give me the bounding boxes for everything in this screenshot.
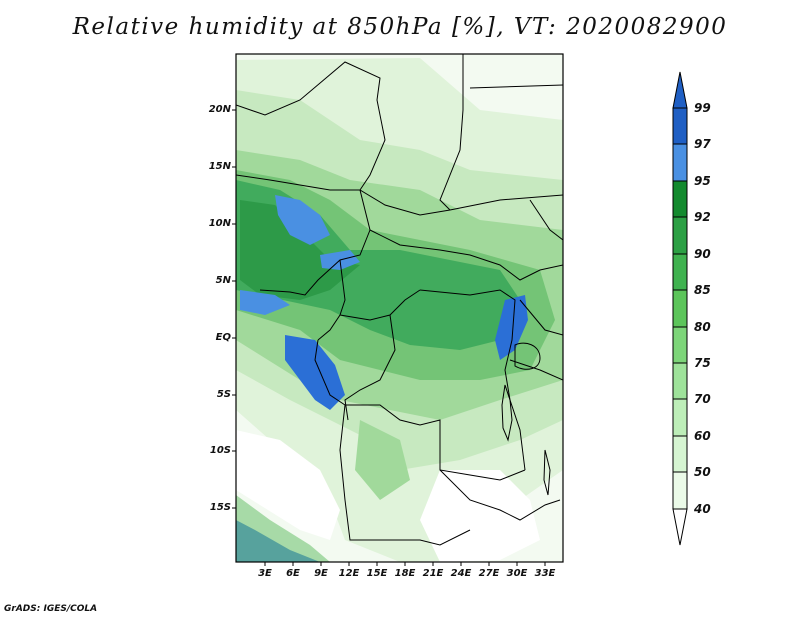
lon-label-30e: 30E bbox=[506, 568, 528, 579]
border-zambia bbox=[439, 469, 561, 521]
colorbar-box-75 bbox=[672, 362, 688, 400]
lat-label-5n: 5N bbox=[215, 275, 231, 286]
border-angola-south bbox=[339, 404, 471, 546]
lat-label-5s: 5S bbox=[216, 389, 231, 400]
border-drc-east bbox=[419, 289, 526, 471]
colorbar-top-arrow bbox=[672, 71, 688, 109]
rh-area-95-d bbox=[240, 290, 290, 315]
colorbar-label-40: 40 bbox=[694, 502, 711, 516]
colorbar-label-92: 92 bbox=[694, 210, 711, 224]
border-egypt bbox=[469, 84, 563, 89]
lat-label-eq: EQ bbox=[215, 332, 231, 343]
border-sahel bbox=[236, 174, 563, 216]
rh-area-95-b bbox=[285, 335, 345, 410]
border-ethiopia bbox=[529, 199, 563, 241]
lat-label-20n: 20N bbox=[208, 104, 231, 115]
colorbar-label-75: 75 bbox=[694, 356, 711, 370]
chart-title: Relative humidity at 850hPa [%], VT: 202… bbox=[72, 14, 728, 40]
border-uganda bbox=[519, 299, 563, 336]
lat-label-15s: 15S bbox=[209, 502, 231, 513]
colorbar-label-85: 85 bbox=[694, 283, 711, 297]
lon-label-15e: 15E bbox=[366, 568, 388, 579]
humidity-field bbox=[236, 54, 563, 562]
border-west-africa bbox=[236, 61, 386, 191]
lon-label-6e: 6E bbox=[286, 568, 300, 579]
colorbar-label-80: 80 bbox=[694, 320, 711, 334]
lake-tanganyika bbox=[501, 384, 513, 442]
colorbar-label-90: 90 bbox=[694, 247, 711, 261]
colorbar-box-70 bbox=[672, 398, 688, 437]
rh-area-95-c bbox=[495, 295, 528, 360]
colorbar-label-50: 50 bbox=[694, 465, 711, 479]
lon-label-24e: 24E bbox=[450, 568, 472, 579]
rh-area-80-sw bbox=[236, 495, 330, 562]
lat-label-10n: 10N bbox=[208, 218, 231, 229]
colorbar-box-60 bbox=[672, 435, 688, 473]
colorbar-box-85 bbox=[672, 289, 688, 328]
colorbar-bottom-arrow bbox=[672, 508, 688, 546]
colorbar-box-97 bbox=[672, 143, 688, 182]
lon-label-3e: 3E bbox=[258, 568, 272, 579]
rh-area-dry-se bbox=[420, 470, 540, 562]
lat-label-15n: 15N bbox=[208, 161, 231, 172]
rh-area-dry-sw bbox=[236, 430, 340, 540]
colorbar-box-80 bbox=[672, 326, 688, 364]
border-angola bbox=[345, 404, 526, 481]
colorbar-box-92 bbox=[672, 216, 688, 255]
colorbar-box-90 bbox=[672, 253, 688, 291]
rh-area-60-s bbox=[355, 420, 410, 500]
colorbar-box-99 bbox=[672, 107, 688, 145]
lake-victoria bbox=[514, 342, 541, 370]
border-kenya-tz bbox=[509, 359, 563, 381]
border-nigeria-chad bbox=[259, 189, 371, 296]
colorbar-label-97: 97 bbox=[694, 137, 711, 151]
border-drc bbox=[344, 314, 396, 421]
lon-label-27e: 27E bbox=[478, 568, 500, 579]
lat-label-10s: 10S bbox=[209, 445, 231, 456]
colorbar bbox=[672, 71, 688, 546]
lon-label-18e: 18E bbox=[394, 568, 416, 579]
lon-label-9e: 9E bbox=[314, 568, 328, 579]
lon-label-12e: 12E bbox=[338, 568, 360, 579]
colorbar-label-70: 70 bbox=[694, 392, 711, 406]
axis-ticks bbox=[232, 109, 546, 566]
lon-label-33e: 33E bbox=[534, 568, 556, 579]
rh-area-95-a bbox=[275, 195, 330, 245]
rh-area-90 bbox=[240, 200, 360, 300]
border-coast bbox=[314, 339, 346, 406]
lon-label-21e: 21E bbox=[422, 568, 444, 579]
lake-malawi bbox=[543, 449, 551, 496]
colorbar-label-60: 60 bbox=[694, 429, 711, 443]
software-credit: GrADS: IGES/COLA bbox=[4, 604, 98, 614]
map-frame bbox=[235, 53, 564, 563]
country-borders bbox=[236, 54, 563, 546]
colorbar-box-50 bbox=[672, 471, 688, 510]
colorbar-label-95: 95 bbox=[694, 174, 711, 188]
border-sudan bbox=[439, 54, 464, 211]
border-car bbox=[369, 229, 563, 281]
colorbar-box-95 bbox=[672, 180, 688, 218]
colorbar-label-99: 99 bbox=[694, 101, 711, 115]
